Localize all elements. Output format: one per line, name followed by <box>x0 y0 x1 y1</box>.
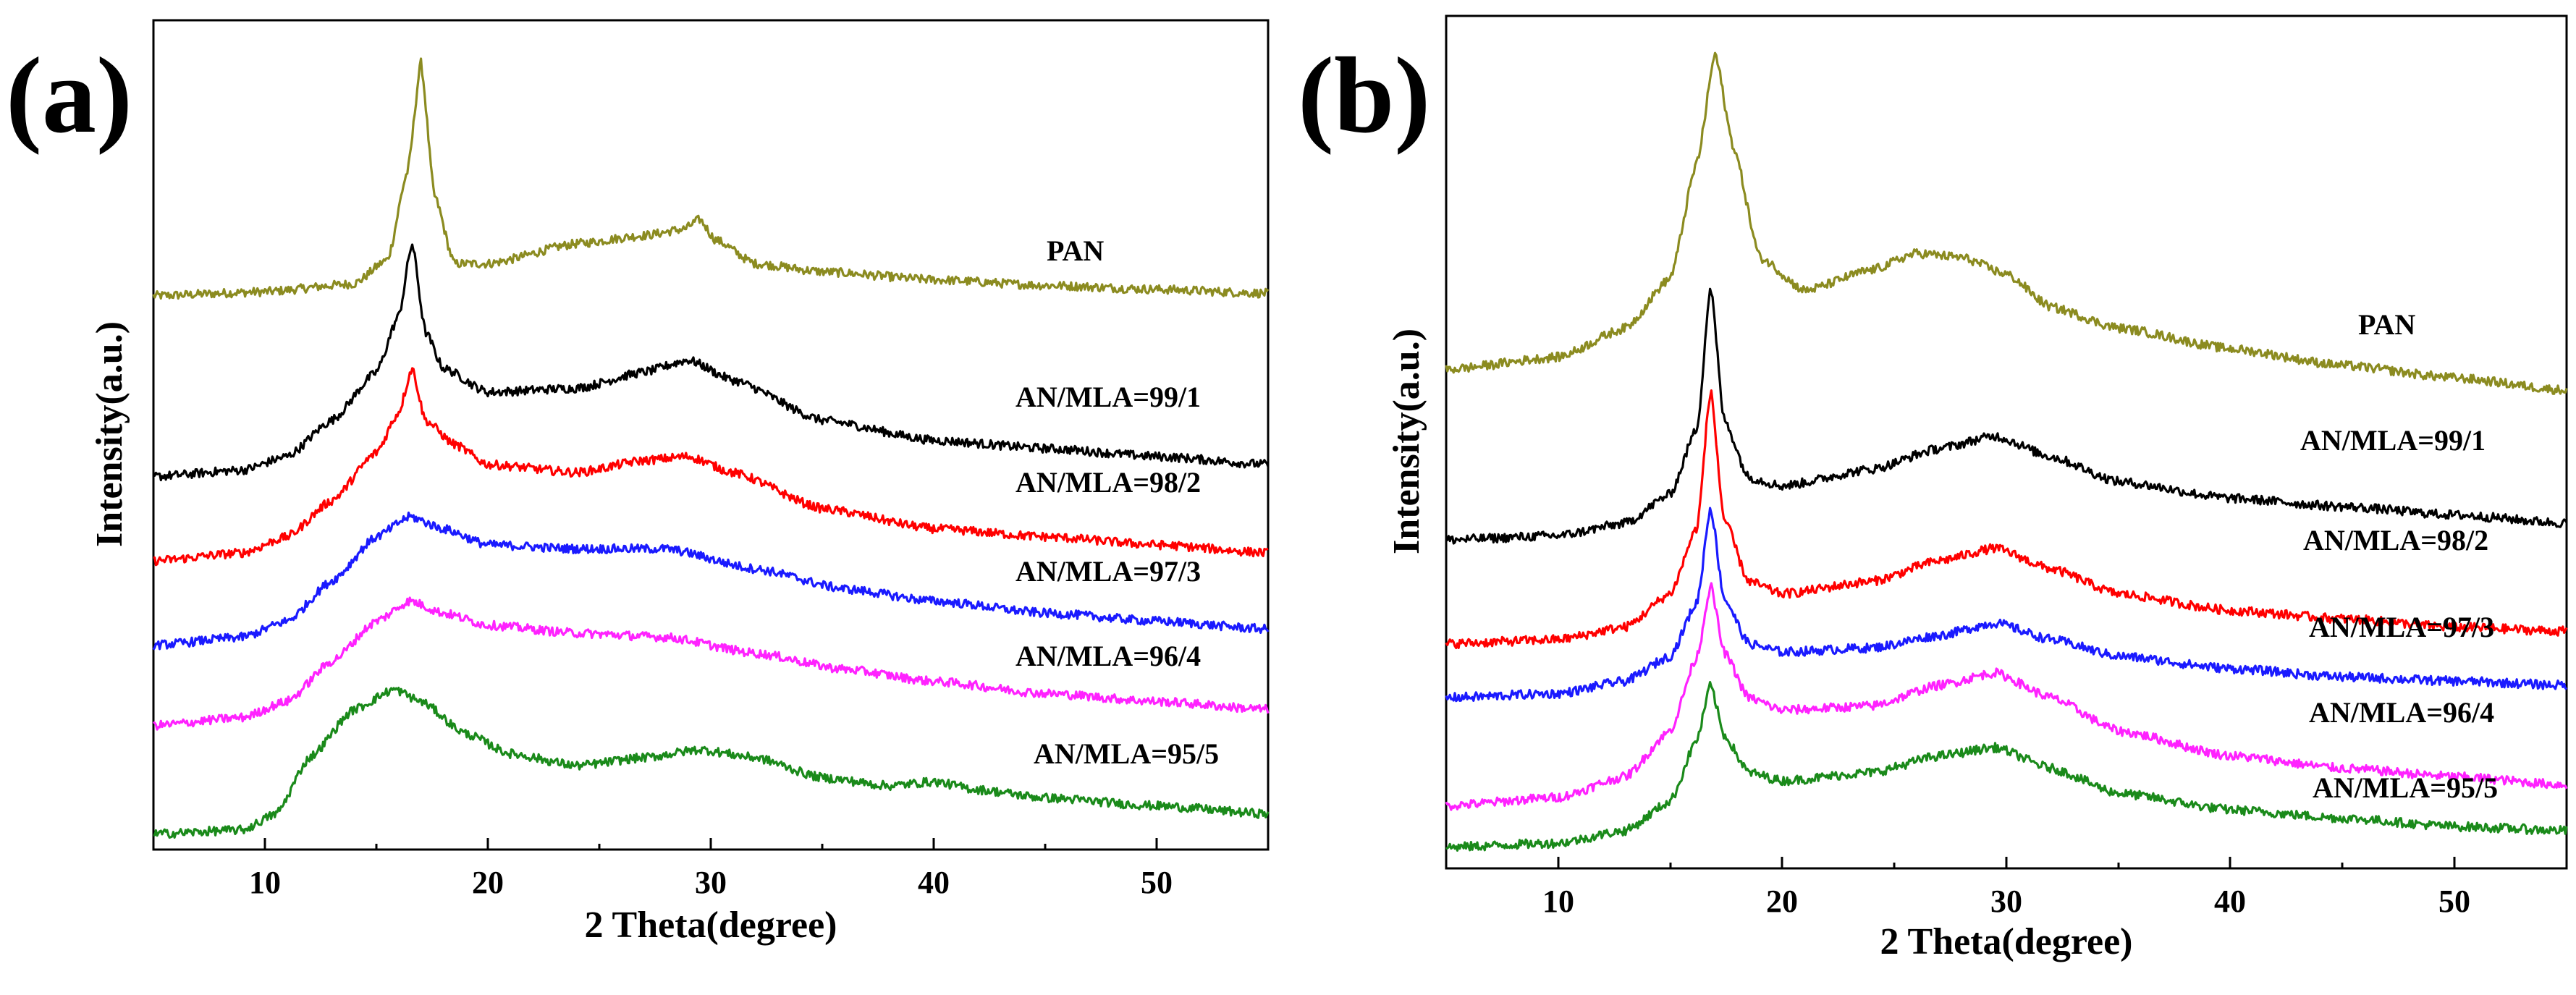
panel-a-x-tick-label: 50 <box>1141 865 1173 900</box>
panel-a-series-an-mla-96-4 <box>152 596 1270 731</box>
panel-b-legend-label: AN/MLA=95/5 <box>2313 771 2498 804</box>
panel-a: (a) Intensity(a.u.) 2 Theta(degree) 10 2… <box>6 19 1270 946</box>
panel-b-series-an-mla-96-4 <box>1445 582 2568 811</box>
panel-b-x-tick-label: 10 <box>1542 884 1574 919</box>
panel-a-legend-label: PAN <box>1047 234 1104 267</box>
panel-a-x-axis-title: 2 Theta(degree) <box>585 905 837 946</box>
panel-a-legend-label: AN/MLA=99/1 <box>1015 381 1201 413</box>
panel-a-y-axis-title: Intensity(a.u.) <box>89 321 130 547</box>
panel-b-series-an-mla-98-2 <box>1445 389 2568 650</box>
panel-b-legend-label: AN/MLA=98/2 <box>2303 524 2488 556</box>
panel-b-x-tick-label: 20 <box>1766 884 1798 919</box>
panel-a-series-an-mla-95-5 <box>153 687 1270 839</box>
panel-a-legend: PAN AN/MLA=99/1 AN/MLA=98/2 AN/MLA=97/3 … <box>1015 234 1219 770</box>
panel-a-traces <box>152 57 1270 839</box>
panel-b-x-tick-label: 50 <box>2438 884 2470 919</box>
panel-a-label: (a) <box>6 35 132 156</box>
panel-a-x-tick-label: 40 <box>918 865 950 900</box>
panel-a-legend-label: AN/MLA=98/2 <box>1015 466 1201 499</box>
panel-b-traces <box>1445 51 2568 852</box>
panel-b-x-axis-title: 2 Theta(degree) <box>1880 921 2133 962</box>
panel-a-x-tick-label: 10 <box>249 865 281 900</box>
panel-a-x-ticks: 10 20 30 40 50 <box>249 838 1173 900</box>
panel-a-series-an-mla-99-1 <box>152 243 1270 482</box>
panel-b-series-an-mla-99-1 <box>1445 287 2568 545</box>
panel-b-x-ticks: 10 20 30 40 50 <box>1542 857 2470 919</box>
panel-b-y-axis-title: Intensity(a.u.) <box>1386 329 1427 554</box>
panel-b-x-tick-label: 30 <box>1990 884 2022 919</box>
panel-a-legend-label: AN/MLA=95/5 <box>1034 737 1219 770</box>
panel-b-series-pan <box>1445 51 2568 395</box>
panel-a-series-an-mla-97-3 <box>152 511 1270 651</box>
panel-a-series-pan <box>152 57 1270 300</box>
panel-b-label: (b) <box>1298 35 1430 156</box>
panel-a-series-an-mla-98-2 <box>153 367 1269 567</box>
panel-a-x-tick-label: 30 <box>695 865 727 900</box>
panel-b-legend-label: AN/MLA=96/4 <box>2309 696 2494 729</box>
panel-b-series-an-mla-95-5 <box>1445 681 2568 852</box>
panel-a-legend-label: AN/MLA=96/4 <box>1015 640 1201 672</box>
panel-b-legend-label: AN/MLA=99/1 <box>2300 424 2486 457</box>
panel-a-legend-label: AN/MLA=97/3 <box>1015 555 1201 588</box>
panel-b: (b) Intensity(a.u.) 2 Theta(degree) 10 2… <box>1298 14 2568 962</box>
panel-b-legend-label: AN/MLA=97/3 <box>2309 611 2494 643</box>
panel-b-legend-label: PAN <box>2358 308 2415 341</box>
panel-a-x-tick-label: 20 <box>472 865 504 900</box>
panel-b-x-tick-label: 40 <box>2214 884 2246 919</box>
panel-a-plot-frame <box>152 19 1270 851</box>
panel-b-legend: PAN AN/MLA=99/1 AN/MLA=98/2 AN/MLA=97/3 … <box>2300 308 2498 804</box>
panel-b-series-an-mla-97-3 <box>1445 507 2568 703</box>
